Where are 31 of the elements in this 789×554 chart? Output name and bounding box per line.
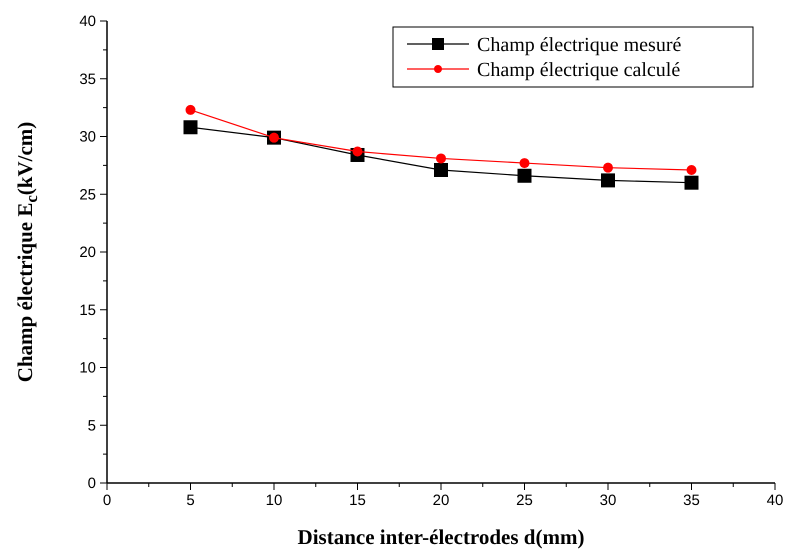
x-tick-label: 20	[432, 492, 450, 509]
point	[436, 153, 446, 164]
x-tick-label: 40	[766, 492, 784, 509]
y-tick-label: 5	[88, 417, 96, 434]
x-tick-label: 15	[349, 492, 366, 509]
point	[434, 162, 448, 177]
y-tick-label: 25	[79, 186, 96, 204]
point	[518, 168, 532, 183]
point	[686, 164, 696, 175]
point	[684, 176, 698, 190]
x-tick-label: 5	[186, 492, 195, 509]
point	[520, 158, 530, 168]
y-tick-label: 10	[79, 360, 96, 376]
y-tick-label: 40	[79, 13, 96, 30]
point	[601, 173, 615, 188]
x-tick-label: 35	[683, 492, 700, 509]
x-tick-label: 0	[102, 492, 112, 509]
point	[186, 104, 196, 115]
y-tick-label: 0	[88, 475, 96, 492]
x-tick-label: 30	[600, 492, 616, 509]
point	[603, 162, 613, 173]
y-tick-label: 30	[79, 128, 96, 146]
point	[184, 120, 198, 134]
x-tick-label: 10	[266, 492, 282, 509]
x-axis-title: Distance inter-électrodes d(mm)	[298, 525, 584, 549]
legend-label: Champ électrique calculé	[477, 59, 680, 81]
y-tick-label: 15	[79, 302, 96, 319]
y-tick-label: 35	[79, 70, 96, 88]
y-tick-label: 20	[79, 244, 96, 261]
x-tick-label: 25	[516, 492, 533, 509]
legend-label: Champ électrique mesuré	[477, 34, 682, 56]
